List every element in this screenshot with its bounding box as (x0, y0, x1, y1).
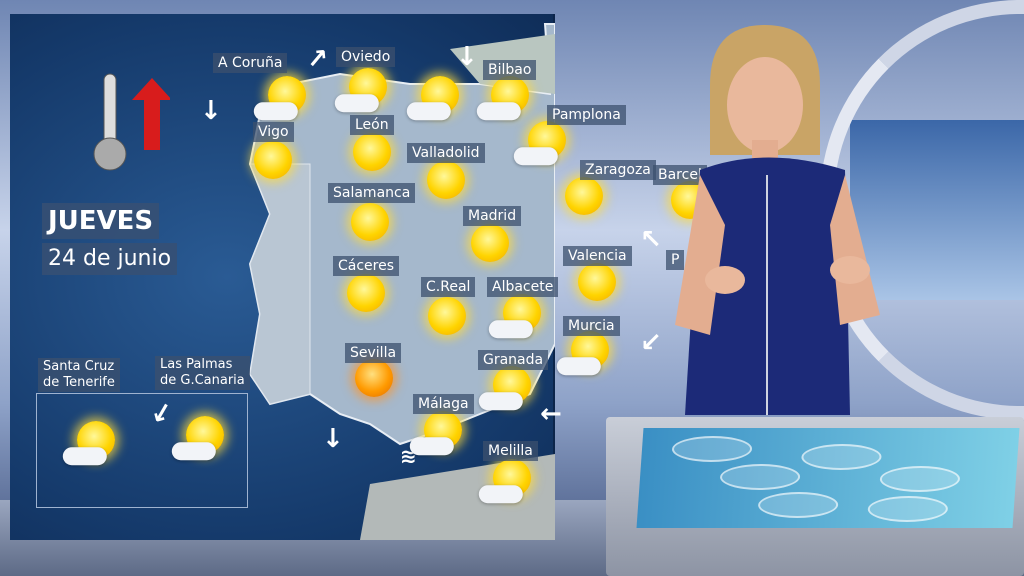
sun-icon (471, 224, 509, 262)
city-label: Cáceres (333, 256, 400, 276)
cloud-icon (62, 447, 107, 466)
weather-map: JUEVES 24 de junio Santa Cruz de Tenerif… (10, 14, 709, 540)
city-label: Oviedo (336, 47, 396, 67)
city-label: Bilbao (483, 60, 537, 80)
sun-icon (428, 297, 466, 335)
cloud-icon (513, 147, 558, 166)
label-gran-canaria: Las Palmas de G.Canaria (155, 356, 250, 390)
cloud-icon (478, 485, 523, 504)
wind-arrow-icon: ↖ (640, 225, 662, 255)
city-label: Vigo (253, 122, 294, 142)
sun-icon (578, 263, 616, 301)
city-label: Valencia (563, 246, 632, 266)
city-label: Murcia (563, 316, 620, 336)
desk-touchscreen (636, 428, 1020, 528)
city-label: Barcel (653, 165, 707, 185)
city-label: Zaragoza (580, 160, 656, 180)
city-label: Valladolid (407, 143, 485, 163)
date-label: 24 de junio (42, 243, 178, 275)
city-label: Granada (478, 350, 549, 370)
city-label: A Coruña (213, 53, 288, 73)
label-palma-partial: P (666, 250, 685, 270)
cloud-icon (171, 442, 216, 461)
sun-icon (565, 177, 603, 215)
cloud-icon (478, 392, 523, 411)
cloud-icon (406, 102, 451, 121)
city-label: León (350, 115, 394, 135)
day-label: JUEVES (42, 203, 160, 239)
sun-icon (427, 161, 465, 199)
cloud-icon (334, 94, 379, 113)
wind-arrow-icon: ↓ (322, 424, 344, 454)
city-label: Madrid (463, 206, 522, 226)
wind-arrow-icon: ↙ (640, 328, 662, 358)
city-label: Sevilla (345, 343, 402, 363)
city-label: Albacete (487, 277, 559, 297)
cloud-icon (488, 320, 533, 339)
city-label: Pamplona (547, 105, 626, 125)
cloud-icon (556, 357, 601, 376)
city-label: Salamanca (328, 183, 416, 203)
city-label: Málaga (413, 394, 474, 414)
thermometer-icon (93, 73, 170, 171)
cloud-icon (409, 437, 454, 456)
red-up-arrow-icon (132, 78, 170, 150)
canary-islands-inset (36, 393, 248, 508)
city-label: C.Real (421, 277, 476, 297)
sun-icon (355, 359, 393, 397)
sun-icon (351, 203, 389, 241)
presenter (675, 25, 880, 415)
cloud-icon (253, 102, 298, 121)
sun-icon (347, 274, 385, 312)
city-label: Melilla (483, 441, 538, 461)
wind-arrow-icon: ↓ (200, 96, 222, 126)
wind-arrow-icon: ← (540, 399, 562, 429)
sun-icon (353, 133, 391, 171)
sun-icon (254, 141, 292, 179)
cloud-icon (476, 102, 521, 121)
wind-arrow-icon: ↓ (456, 42, 478, 72)
label-tenerife: Santa Cruz de Tenerife (38, 358, 120, 392)
